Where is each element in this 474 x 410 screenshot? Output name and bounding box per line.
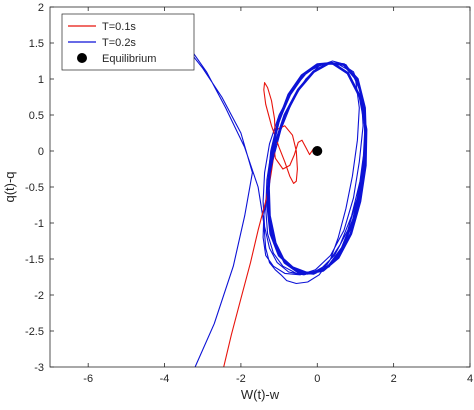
legend: T=0.1s T=0.2s Equilibrium: [61, 13, 195, 71]
y-tick-label: -2.5: [25, 326, 44, 338]
y-tick-label: -0.5: [25, 182, 44, 194]
x-tick-label: -2: [236, 373, 246, 385]
equilibrium-point: [312, 146, 323, 156]
x-tick-label: -4: [160, 373, 170, 385]
y-tick-label: -3: [34, 362, 44, 374]
y-tick-label: -1: [34, 218, 44, 230]
y-tick-label: -1.5: [25, 254, 44, 266]
y-tick-label: 0: [38, 146, 44, 158]
y-tick-label: -2: [34, 290, 44, 302]
legend-marker-equilibrium: [77, 53, 87, 63]
legend-label-t02: T=0.2s: [102, 37, 136, 49]
limit-cycle-line: [266, 61, 368, 275]
x-tick-label: 0: [314, 373, 320, 385]
y-tick-label: 1: [38, 74, 44, 86]
x-tick-label: -6: [83, 373, 93, 385]
y-tick-label: 1.5: [29, 38, 44, 50]
legend-label-t01: T=0.1s: [102, 21, 136, 33]
legend-label-equilibrium: Equilibrium: [102, 53, 156, 65]
x-axis-label: W(t)-w: [241, 387, 280, 402]
y-tick-label: 0.5: [29, 110, 44, 122]
x-tick-label: 2: [391, 373, 397, 385]
y-tick-label: 2: [38, 2, 44, 14]
y-axis-label: q(t)-q: [2, 171, 17, 202]
x-tick-label: 4: [467, 373, 473, 385]
